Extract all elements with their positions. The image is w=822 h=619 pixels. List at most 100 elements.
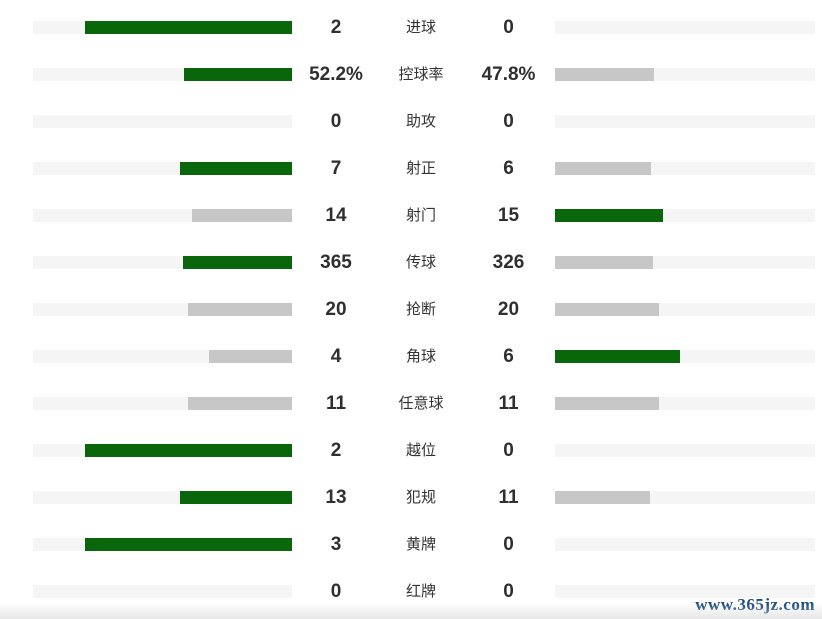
home-bar-track <box>33 209 292 222</box>
away-value: 0 <box>503 111 514 132</box>
away-bar-track <box>555 209 815 222</box>
stat-label: 黄牌 <box>405 536 436 553</box>
home-bar-track <box>33 538 292 551</box>
home-value: 4 <box>330 346 342 367</box>
away-bar-track <box>555 444 815 457</box>
home-value: 7 <box>330 158 342 179</box>
stat-row: 0 红牌 0 <box>0 568 822 615</box>
home-bar-track <box>33 585 292 598</box>
stat-row: 11 任意球 11 <box>0 380 822 427</box>
away-value: 0 <box>503 581 514 602</box>
away-bar-fill <box>555 162 651 175</box>
home-bar-fill <box>180 162 292 175</box>
stat-label: 角球 <box>405 348 436 365</box>
home-bar-track <box>33 21 292 34</box>
home-value: 0 <box>330 111 342 132</box>
away-bar-fill <box>555 350 680 363</box>
away-value: 47.8% <box>481 64 536 85</box>
home-value: 0 <box>330 581 342 602</box>
away-bar-track <box>555 491 815 504</box>
home-bar-fill <box>182 256 292 269</box>
away-value: 0 <box>503 440 514 461</box>
away-value: 15 <box>497 205 520 226</box>
stat-row: 14 射门 15 <box>0 192 822 239</box>
home-value: 365 <box>320 252 352 273</box>
away-bar-track <box>555 585 815 598</box>
away-bar-track <box>555 538 815 551</box>
stat-label: 控球率 <box>398 66 444 83</box>
home-value: 2 <box>330 440 342 461</box>
stat-label: 犯规 <box>405 489 436 506</box>
home-bar-track <box>33 397 292 410</box>
away-value: 0 <box>503 534 514 555</box>
stat-label: 进球 <box>405 19 436 36</box>
away-value: 0 <box>503 17 514 38</box>
home-value: 20 <box>325 299 347 320</box>
home-bar-track <box>33 444 292 457</box>
stats-rows: 2 进球 0 52.2% 控球率 47.8% 0 助攻 0 7 射正 <box>0 4 822 615</box>
home-bar-track <box>33 256 292 269</box>
home-bar-fill <box>84 444 292 457</box>
away-bar-track <box>555 21 815 34</box>
away-bar-fill <box>555 397 659 410</box>
stat-label: 射门 <box>405 207 436 224</box>
home-value: 3 <box>330 534 342 555</box>
home-bar-track <box>33 68 292 81</box>
stat-label: 传球 <box>405 254 436 271</box>
home-bar-fill <box>84 21 292 34</box>
away-value: 6 <box>503 158 514 179</box>
home-bar-track <box>33 162 292 175</box>
away-bar-track <box>555 68 815 81</box>
home-bar-fill <box>84 538 292 551</box>
away-value: 20 <box>497 299 520 320</box>
away-bar-fill <box>555 256 654 269</box>
stat-row: 2 越位 0 <box>0 427 822 474</box>
stat-label: 任意球 <box>398 395 444 412</box>
stat-row: 20 抢断 20 <box>0 286 822 333</box>
home-value: 2 <box>330 17 342 38</box>
away-bar-track <box>555 303 815 316</box>
stat-label: 助攻 <box>405 113 436 130</box>
away-value: 326 <box>492 252 525 273</box>
home-bar-track <box>33 303 292 316</box>
away-bar-fill <box>555 303 659 316</box>
home-bar-track <box>33 350 292 363</box>
stat-row: 7 射正 6 <box>0 145 822 192</box>
home-bar-fill <box>209 350 292 363</box>
away-bar-fill <box>555 209 663 222</box>
stat-label: 射正 <box>405 160 436 177</box>
away-value: 11 <box>498 393 519 414</box>
watermark-link[interactable]: www.365jz.com <box>695 595 815 614</box>
stat-row: 3 黄牌 0 <box>0 521 822 568</box>
stat-row: 2 进球 0 <box>0 4 822 51</box>
away-bar-track <box>555 115 815 128</box>
away-bar-fill <box>555 491 651 504</box>
stat-label: 越位 <box>405 442 436 459</box>
home-bar-fill <box>179 491 292 504</box>
away-value: 11 <box>498 487 519 508</box>
home-value: 11 <box>325 393 347 414</box>
home-value: 52.2% <box>309 64 363 85</box>
home-bar-track <box>33 115 292 128</box>
stat-label: 红牌 <box>405 583 436 600</box>
home-value: 14 <box>325 205 347 226</box>
away-bar-track <box>555 256 815 269</box>
stat-row: 13 犯规 11 <box>0 474 822 521</box>
away-bar-track <box>555 350 815 363</box>
home-bar-track <box>33 491 292 504</box>
stat-row: 365 传球 326 <box>0 239 822 286</box>
away-bar-track <box>555 397 815 410</box>
stat-row: 4 角球 6 <box>0 333 822 380</box>
home-bar-fill <box>183 68 292 81</box>
home-bar-fill <box>188 397 292 410</box>
away-bar-fill <box>555 68 655 81</box>
stat-label: 抢断 <box>405 301 436 318</box>
away-bar-track <box>555 162 815 175</box>
home-value: 13 <box>325 487 347 508</box>
away-value: 6 <box>503 346 514 367</box>
home-bar-fill <box>188 303 292 316</box>
stat-row: 0 助攻 0 <box>0 98 822 145</box>
stat-row: 52.2% 控球率 47.8% <box>0 51 822 98</box>
home-bar-fill <box>191 209 292 222</box>
